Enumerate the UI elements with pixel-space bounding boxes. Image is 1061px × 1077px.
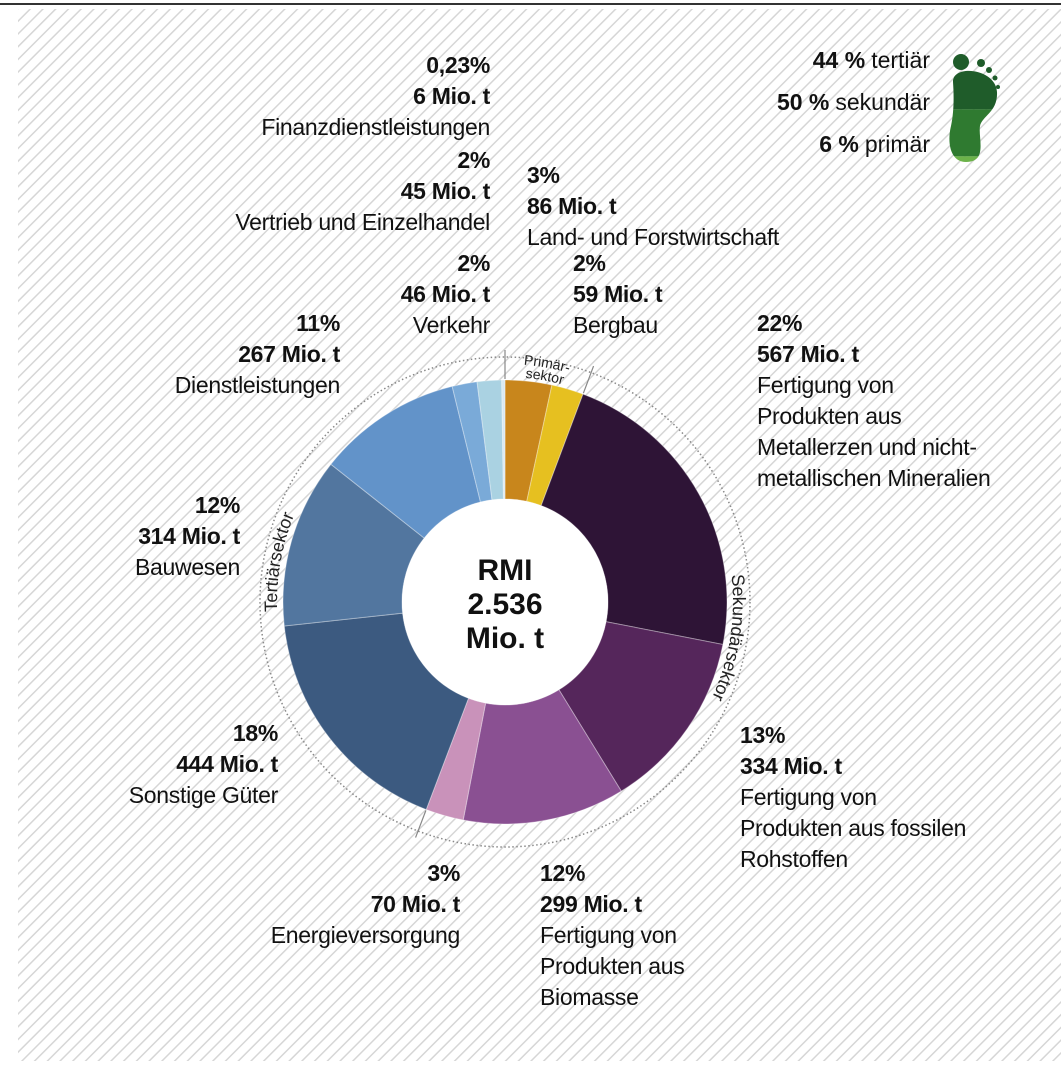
category-label: Fertigung von Produkten aus fossilen Roh… — [740, 784, 967, 872]
category-label: Vertrieb und Einzelhandel — [235, 209, 490, 235]
slice-label: 0,23% 6 Mio. t Finanzdienstleistungen — [261, 50, 490, 143]
share-label: 11% — [296, 310, 340, 336]
slice-label: 13% 334 Mio. t Fertigung von Produkten aus… — [740, 720, 980, 875]
slice-label: 2% 45 Mio. t Vertrieb und Einzelhandel — [235, 145, 490, 238]
sector-label-text: sektor — [525, 365, 566, 388]
sector-label: sektor — [525, 365, 566, 388]
donut-hole — [402, 499, 608, 705]
legend-name: tertiär — [871, 47, 930, 73]
share-label: 0,23% — [426, 52, 490, 78]
value-label: 314 Mio. t — [138, 523, 240, 549]
value-label: 567 Mio. t — [757, 341, 859, 367]
legend-share: 50 % — [777, 89, 829, 115]
legend-share: 6 % — [819, 131, 859, 157]
category-label: Finanzdienstleistungen — [261, 114, 490, 140]
value-label: 6 Mio. t — [413, 83, 490, 109]
slice-label: 2% 59 Mio. t Bergbau — [573, 248, 663, 341]
category-label: Fertigung von Produkten aus Metallerzen … — [757, 372, 991, 491]
footprint-toe — [953, 54, 969, 70]
slice-label: 3% 86 Mio. t Land- und Forstwirtschaft — [527, 160, 779, 253]
category-label: Bergbau — [573, 312, 658, 338]
value-label: 267 Mio. t — [238, 341, 340, 367]
value-label: 59 Mio. t — [573, 281, 663, 307]
slice-label: 18% 444 Mio. t Sonstige Güter — [128, 718, 279, 811]
category-label: Land- und Forstwirtschaft — [527, 224, 780, 250]
value-label: 70 Mio. t — [370, 891, 461, 917]
footprint-toe — [992, 75, 998, 81]
sector-divider — [582, 365, 595, 394]
category-label: Energieversorgung — [270, 922, 461, 948]
share-label: 12% — [194, 492, 240, 518]
value-label: 45 Mio. t — [400, 178, 491, 204]
value-label: 46 Mio. t — [400, 281, 491, 307]
legend-name: sekundär — [835, 89, 930, 115]
share-label: 22% — [757, 310, 803, 336]
slice-label: 2% 46 Mio. t Verkehr — [400, 248, 491, 341]
footprint-band — [949, 156, 998, 162]
value-label: 86 Mio. t — [527, 193, 617, 219]
category-label: Sonstige Güter — [128, 782, 279, 808]
slice-label: 12% 299 Mio. t Fertigung von Produkten aus… — [540, 858, 740, 1013]
share-label: 2% — [573, 250, 606, 276]
slice — [282, 463, 425, 627]
share-label: 12% — [540, 860, 586, 886]
value-label: 444 Mio. t — [176, 751, 278, 777]
category-label: Bauwesen — [134, 554, 240, 580]
center-label: RMI — [478, 554, 533, 587]
center-label: Mio. t — [466, 622, 544, 655]
slice-label: 11% 267 Mio. t Dienstleistungen — [174, 308, 341, 401]
share-label: 13% — [740, 722, 786, 748]
slice — [462, 689, 622, 825]
legend-share: 44 % — [813, 47, 865, 73]
donut — [282, 379, 728, 825]
share-label: 18% — [232, 720, 278, 746]
category-label: Fertigung von Produkten aus Biomasse — [540, 922, 685, 1010]
center-label: 2.536 — [467, 588, 542, 621]
category-label: Verkehr — [412, 312, 490, 338]
footprint-toe — [977, 59, 985, 67]
legend-entry: 44 % tertiär — [813, 47, 931, 73]
value-label: 334 Mio. t — [740, 753, 842, 779]
legend-entry: 6 % primär — [819, 131, 930, 157]
slice-label: 3% 70 Mio. t Energieversorgung — [270, 858, 461, 951]
category-label: Dienstleistungen — [174, 372, 341, 398]
footprint-toe — [986, 67, 992, 73]
slice-label: 22% 567 Mio. t Fertigung von Produkten aus… — [757, 308, 997, 494]
slice-label: 12% 314 Mio. t Bauwesen — [135, 490, 240, 583]
sector-divider — [415, 810, 427, 838]
share-label: 2% — [457, 250, 490, 276]
value-label: 299 Mio. t — [540, 891, 642, 917]
share-label: 2% — [457, 147, 490, 173]
sector-ring — [259, 356, 751, 848]
legend-entry: 50 % sekundär — [777, 89, 930, 115]
share-label: 3% — [427, 860, 460, 886]
footprint-toe — [996, 85, 1000, 89]
share-label: 3% — [527, 162, 560, 188]
legend-name: primär — [865, 131, 931, 157]
